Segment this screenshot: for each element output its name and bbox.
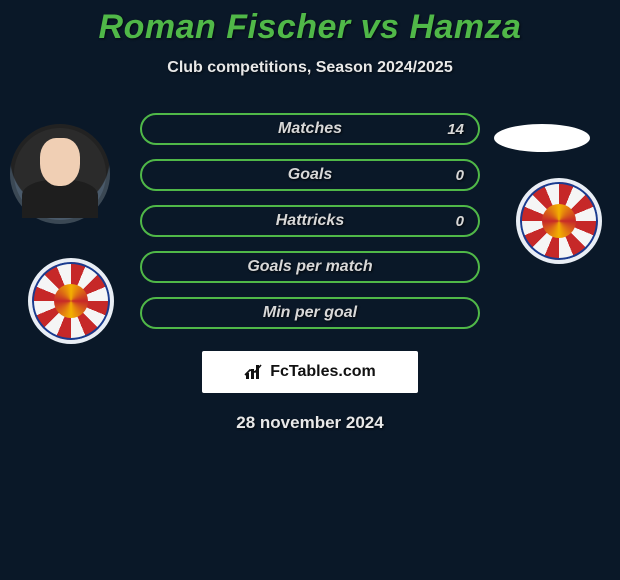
stat-value: 0 (456, 167, 464, 184)
stat-row-goals: Goals 0 (140, 159, 480, 191)
stat-value: 0 (456, 213, 464, 230)
club-crest-right-icon (516, 178, 602, 264)
stat-label: Goals (288, 166, 332, 184)
player-right-avatar (494, 124, 590, 152)
brand-badge[interactable]: FcTables.com (202, 351, 418, 393)
stat-row-goals-per-match: Goals per match (140, 251, 480, 283)
bar-chart-icon (244, 363, 266, 381)
page-title: Roman Fischer vs Hamza (0, 8, 620, 47)
brand-text: FcTables.com (270, 363, 376, 381)
club-crest-left-icon (28, 258, 114, 344)
subtitle: Club competitions, Season 2024/2025 (0, 59, 620, 77)
stats-list: Matches 14 Goals 0 Hattricks 0 Goals per… (140, 113, 480, 329)
stat-label: Goals per match (247, 258, 372, 276)
snapshot-date: 28 november 2024 (0, 413, 620, 433)
stat-value: 14 (447, 121, 464, 138)
player-left-avatar (10, 124, 110, 224)
stat-row-hattricks: Hattricks 0 (140, 205, 480, 237)
stat-label: Min per goal (263, 304, 357, 322)
stat-row-min-per-goal: Min per goal (140, 297, 480, 329)
stat-label: Matches (278, 120, 342, 138)
stat-label: Hattricks (276, 212, 344, 230)
stat-row-matches: Matches 14 (140, 113, 480, 145)
